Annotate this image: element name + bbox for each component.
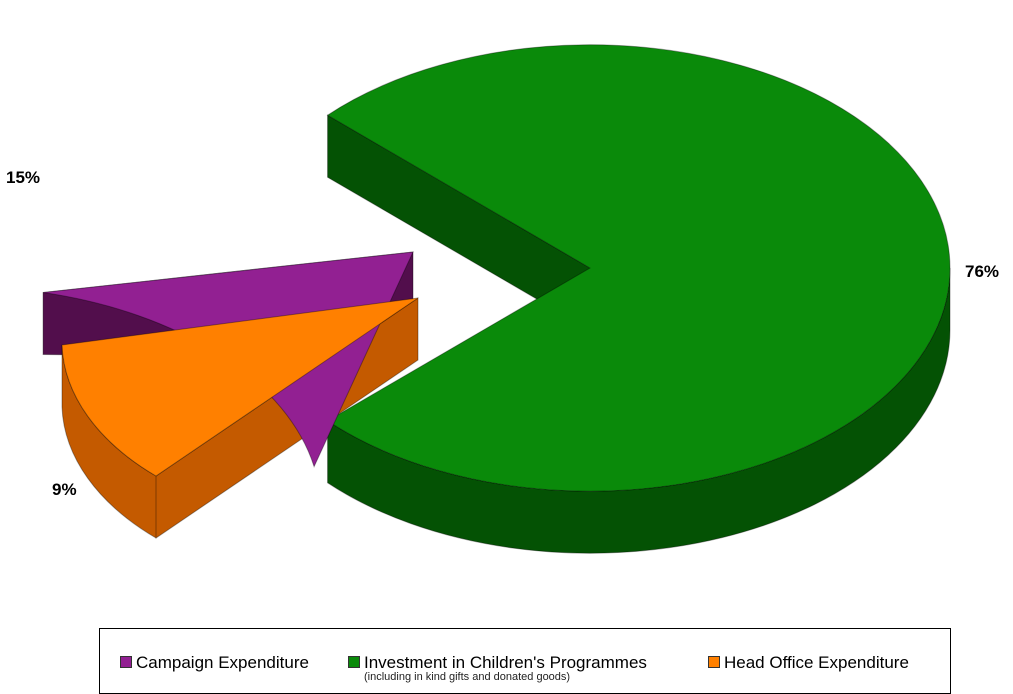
data-label-campaign: 15% bbox=[6, 168, 41, 187]
data-label-investment: 76% bbox=[965, 262, 1000, 281]
legend-swatch-head-office bbox=[708, 656, 720, 668]
pie-slice-head-office[interactable] bbox=[61, 297, 419, 477]
legend-item-head-office: Head Office Expenditure bbox=[708, 653, 909, 673]
legend-label-campaign: Campaign Expenditure bbox=[136, 653, 309, 672]
legend-item-campaign: Campaign Expenditure bbox=[120, 653, 309, 673]
legend-swatch-investment bbox=[348, 656, 360, 668]
legend-label-head-office: Head Office Expenditure bbox=[724, 653, 909, 672]
legend-swatch-campaign bbox=[120, 656, 132, 668]
legend-label-investment: Investment in Children's Programmes bbox=[364, 653, 647, 672]
pie-chart bbox=[42, 44, 951, 554]
legend: Campaign Expenditure Investment in Child… bbox=[99, 628, 951, 694]
legend-note-investment: (including in kind gifts and donated goo… bbox=[364, 671, 571, 683]
legend-item-investment: Investment in Children's Programmes (inc… bbox=[348, 653, 647, 683]
pie-slice-investment[interactable] bbox=[326, 44, 951, 492]
data-label-head-office: 9% bbox=[52, 480, 77, 499]
